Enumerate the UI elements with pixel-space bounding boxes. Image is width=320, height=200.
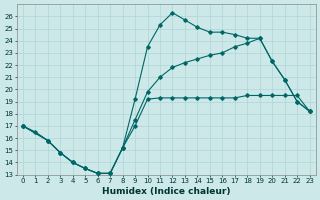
X-axis label: Humidex (Indice chaleur): Humidex (Indice chaleur) [102, 187, 230, 196]
